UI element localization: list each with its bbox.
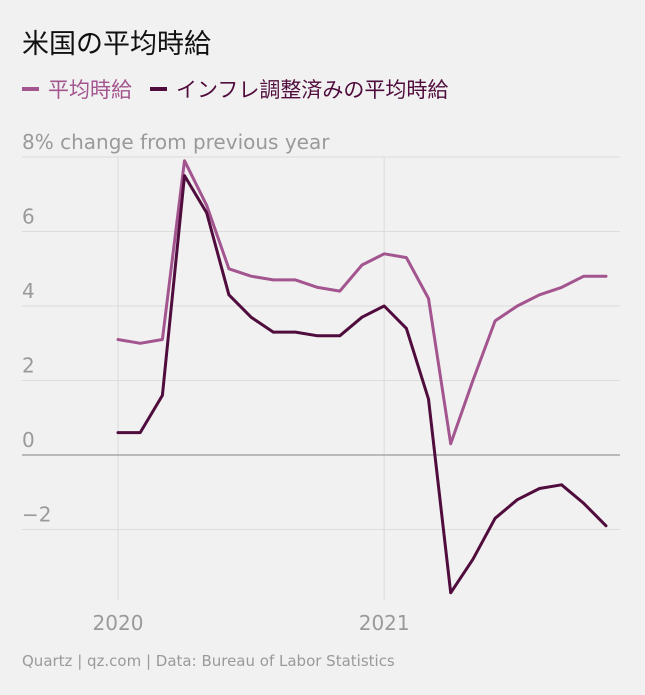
- data-point-nominal: [116, 338, 120, 341]
- data-point-real: [227, 293, 231, 297]
- data-point-nominal: [471, 379, 475, 382]
- data-point-real: [360, 315, 364, 319]
- data-point-real: [582, 502, 586, 505]
- data-point-real: [138, 431, 142, 434]
- y-tick-label: 8% change from previous year: [22, 130, 330, 154]
- data-point-nominal: [516, 304, 519, 308]
- legend: 平均時給 インフレ調整済みの平均時給: [22, 74, 466, 104]
- data-point-real: [316, 334, 319, 337]
- data-point-nominal: [449, 442, 452, 446]
- data-point-nominal: [382, 252, 386, 256]
- legend-swatch-real: [150, 87, 167, 91]
- data-point-real: [272, 330, 275, 334]
- data-point-real: [382, 304, 386, 308]
- legend-swatch-nominal: [22, 87, 39, 91]
- data-point-nominal: [427, 297, 430, 300]
- data-point-real: [116, 431, 120, 434]
- data-point-nominal: [360, 263, 364, 267]
- data-point-real: [538, 487, 541, 490]
- data-point-nominal: [138, 342, 142, 345]
- data-point-real: [249, 315, 253, 319]
- data-point-real: [493, 517, 497, 520]
- data-point-nominal: [161, 338, 164, 341]
- data-point-nominal: [272, 278, 275, 282]
- data-point-nominal: [604, 275, 608, 278]
- data-point-real: [516, 498, 519, 501]
- data-point-real: [205, 211, 208, 215]
- x-tick-label: 2020: [93, 611, 144, 635]
- series-line-real: [116, 174, 608, 595]
- data-point-real: [560, 483, 563, 486]
- legend-label-nominal: 平均時給: [48, 78, 132, 102]
- data-point-nominal: [316, 286, 319, 289]
- data-point-nominal: [183, 159, 186, 162]
- y-tick-label: 2: [22, 354, 35, 378]
- y-tick-label: 6: [22, 205, 35, 229]
- data-point-real: [427, 397, 430, 401]
- legend-item-nominal: 平均時給: [22, 74, 132, 104]
- data-point-nominal: [294, 278, 297, 282]
- data-point-nominal: [405, 256, 408, 259]
- source-footer: Quartz | qz.com | Data: Bureau of Labor …: [22, 652, 395, 670]
- x-tick-label: 2021: [359, 611, 410, 635]
- data-point-real: [161, 394, 164, 397]
- data-point-real: [338, 334, 342, 337]
- data-point-real: [449, 591, 452, 595]
- data-point-real: [183, 174, 186, 177]
- legend-label-real: インフレ調整済みの平均時給: [176, 78, 449, 102]
- y-tick-label: −2: [22, 503, 51, 527]
- data-point-real: [604, 524, 608, 527]
- data-point-nominal: [538, 293, 541, 297]
- y-tick-label: 4: [22, 279, 35, 303]
- data-point-real: [405, 327, 408, 330]
- data-point-nominal: [582, 275, 586, 278]
- data-point-nominal: [560, 286, 563, 289]
- series-line-nominal: [116, 159, 608, 446]
- data-point-real: [294, 330, 297, 334]
- data-point-real: [471, 558, 475, 561]
- legend-item-real: インフレ調整済みの平均時給: [150, 74, 448, 104]
- data-point-nominal: [249, 275, 253, 278]
- data-point-nominal: [338, 289, 342, 293]
- data-point-nominal: [493, 319, 497, 323]
- data-point-nominal: [227, 267, 231, 270]
- chart-title: 米国の平均時給: [22, 29, 211, 60]
- y-tick-label: 0: [22, 428, 35, 452]
- data-point-nominal: [205, 204, 208, 207]
